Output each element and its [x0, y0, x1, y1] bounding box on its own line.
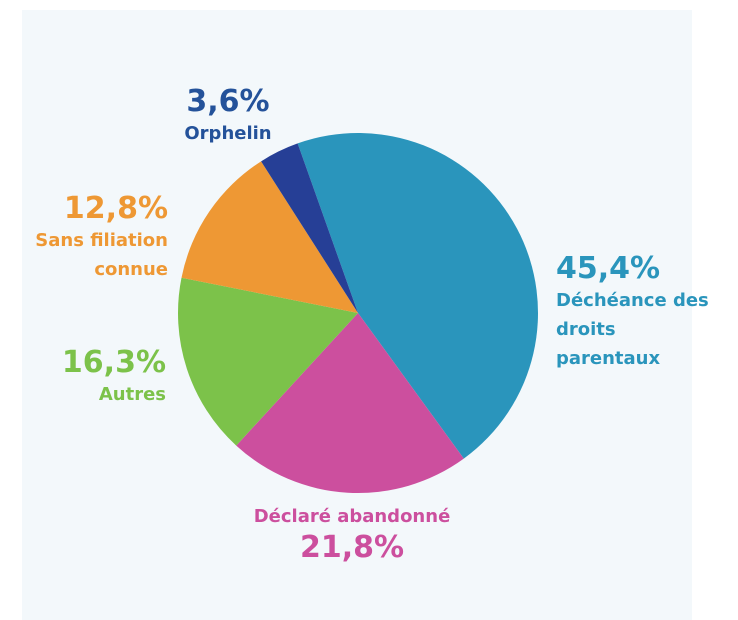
slice-label: 45,4% Déchéance des droits parentaux [556, 252, 709, 373]
pie-slice [181, 161, 358, 313]
slice-label: Déclaré abandonné 21,8% [202, 502, 502, 565]
category-label: Autres [98, 384, 166, 405]
pie-slice [297, 132, 539, 459]
pie-slice [236, 313, 464, 493]
category-label: Sans filiation connue [35, 230, 168, 280]
value-label: 12,8% [63, 191, 168, 226]
category-label: Orphelin [184, 123, 272, 144]
value-label: 21,8% [299, 530, 405, 565]
value-label: 3,6% [186, 84, 270, 119]
category-label: Déchéance des droits parentaux [556, 290, 709, 369]
pie-slice [261, 143, 358, 313]
category-label: Déclaré abandonné [253, 506, 451, 527]
slice-label: 12,8% Sans filiation connue [35, 192, 168, 284]
slice-label: 3,6% Orphelin [78, 85, 378, 148]
pie-slice [177, 277, 358, 446]
slice-label: 16,3% Autres [62, 346, 166, 409]
value-label: 45,4% [556, 251, 661, 286]
value-label: 16,3% [61, 345, 166, 380]
